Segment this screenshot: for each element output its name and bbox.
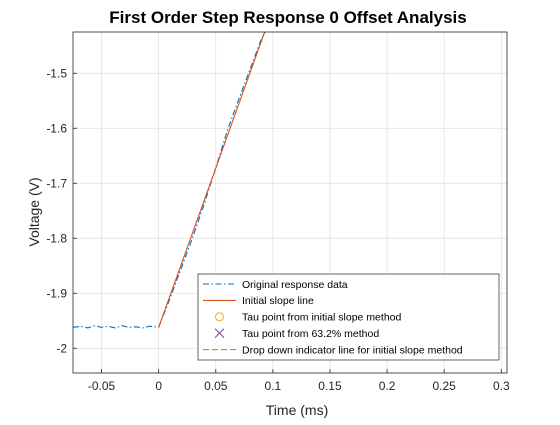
series-line-1 — [158, 32, 266, 328]
legend: Original response data Initial slope line… — [197, 273, 500, 361]
x-tick-label: -0.05 — [88, 379, 116, 393]
legend-label-4: Drop down indicator line for initial slo… — [242, 344, 463, 356]
series-layer — [73, 32, 266, 329]
series-line-0 — [73, 32, 266, 329]
y-tick-label: -1.7 — [46, 176, 67, 190]
axes-box — [72, 31, 508, 374]
y-tick-label: -1.5 — [46, 66, 67, 80]
x-tick-label: 0.3 — [493, 379, 510, 393]
y-tick-label: -1.6 — [46, 121, 67, 135]
x-axis-label: Time (ms) — [266, 402, 328, 418]
x-tick-label: 0.15 — [318, 379, 342, 393]
x-tick-label: 0.1 — [265, 379, 282, 393]
legend-label-0: Original response data — [242, 279, 348, 291]
x-tick-label: 0 — [155, 379, 162, 393]
y-tick-label: -2 — [56, 341, 67, 355]
x-tick-label: 0.05 — [204, 379, 228, 393]
y-tick-label: -1.9 — [46, 286, 67, 300]
legend-swatch-2 — [215, 312, 224, 322]
legend-label-2: Tau point from initial slope method — [242, 312, 401, 324]
x-tick-label: 0.25 — [433, 379, 457, 393]
legend-label-3: Tau point from 63.2% method — [242, 328, 379, 340]
x-tick-label: 0.2 — [379, 379, 396, 393]
legend-swatch-3 — [214, 328, 225, 339]
ticks: -0.05 0 0.05 0.1 0.15 0.2 0.25 0.3 -2 -1.9 -1.8 -1.… — [46, 66, 510, 393]
y-axis-label: Voltage (V) — [26, 177, 42, 246]
y-tick-label: -1.8 — [46, 231, 67, 245]
legend-label-1: Initial slope line — [242, 295, 314, 307]
legend-box — [197, 273, 500, 361]
chart-title: First Order Step Response 0 Offset Analy… — [109, 8, 466, 27]
